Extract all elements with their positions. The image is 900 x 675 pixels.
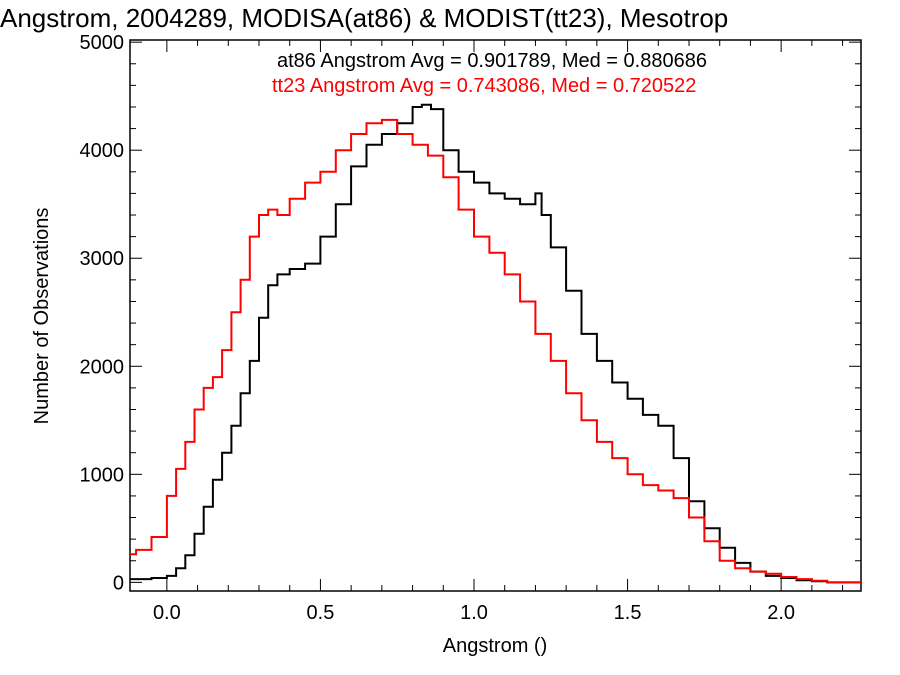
annotation-at86-stats: at86 Angstrom Avg = 0.901789, Med = 0.88… [277,50,707,72]
y-axis-label: Number of Observations [31,208,53,425]
x-tick-label: 0.5 [307,602,335,624]
x-tick-label: 0.0 [153,602,181,624]
y-tick-label: 2000 [80,356,125,378]
y-tick-label: 4000 [80,140,125,162]
annotations: at86 Angstrom Avg = 0.901789, Med = 0.88… [272,50,707,97]
y-tick-label: 5000 [80,32,125,54]
axis-tick-labels: 0.0 0.5 1.0 1.5 2.0 0 1000 2000 3000 4000 5000 [80,32,796,624]
y-tick-label: 0 [113,572,124,594]
y-tick-label: 1000 [80,464,125,486]
series-layer [130,103,861,584]
plot-frame [129,39,862,592]
axis-ticks [130,40,861,591]
x-tick-label: 1.5 [614,602,642,624]
x-tick-label: 2.0 [767,602,795,624]
plot-border [129,39,862,592]
series-at86-line [130,103,861,584]
chart-title: Angstrom, 2004289, MODISA(at86) & MODIST… [0,3,728,33]
y-tick-label: 3000 [80,248,125,270]
series-tt23-line [130,118,861,584]
x-axis-label: Angstrom () [443,635,547,657]
annotation-tt23-stats: tt23 Angstrom Avg = 0.743086, Med = 0.72… [272,75,696,97]
x-tick-label: 1.0 [460,602,488,624]
